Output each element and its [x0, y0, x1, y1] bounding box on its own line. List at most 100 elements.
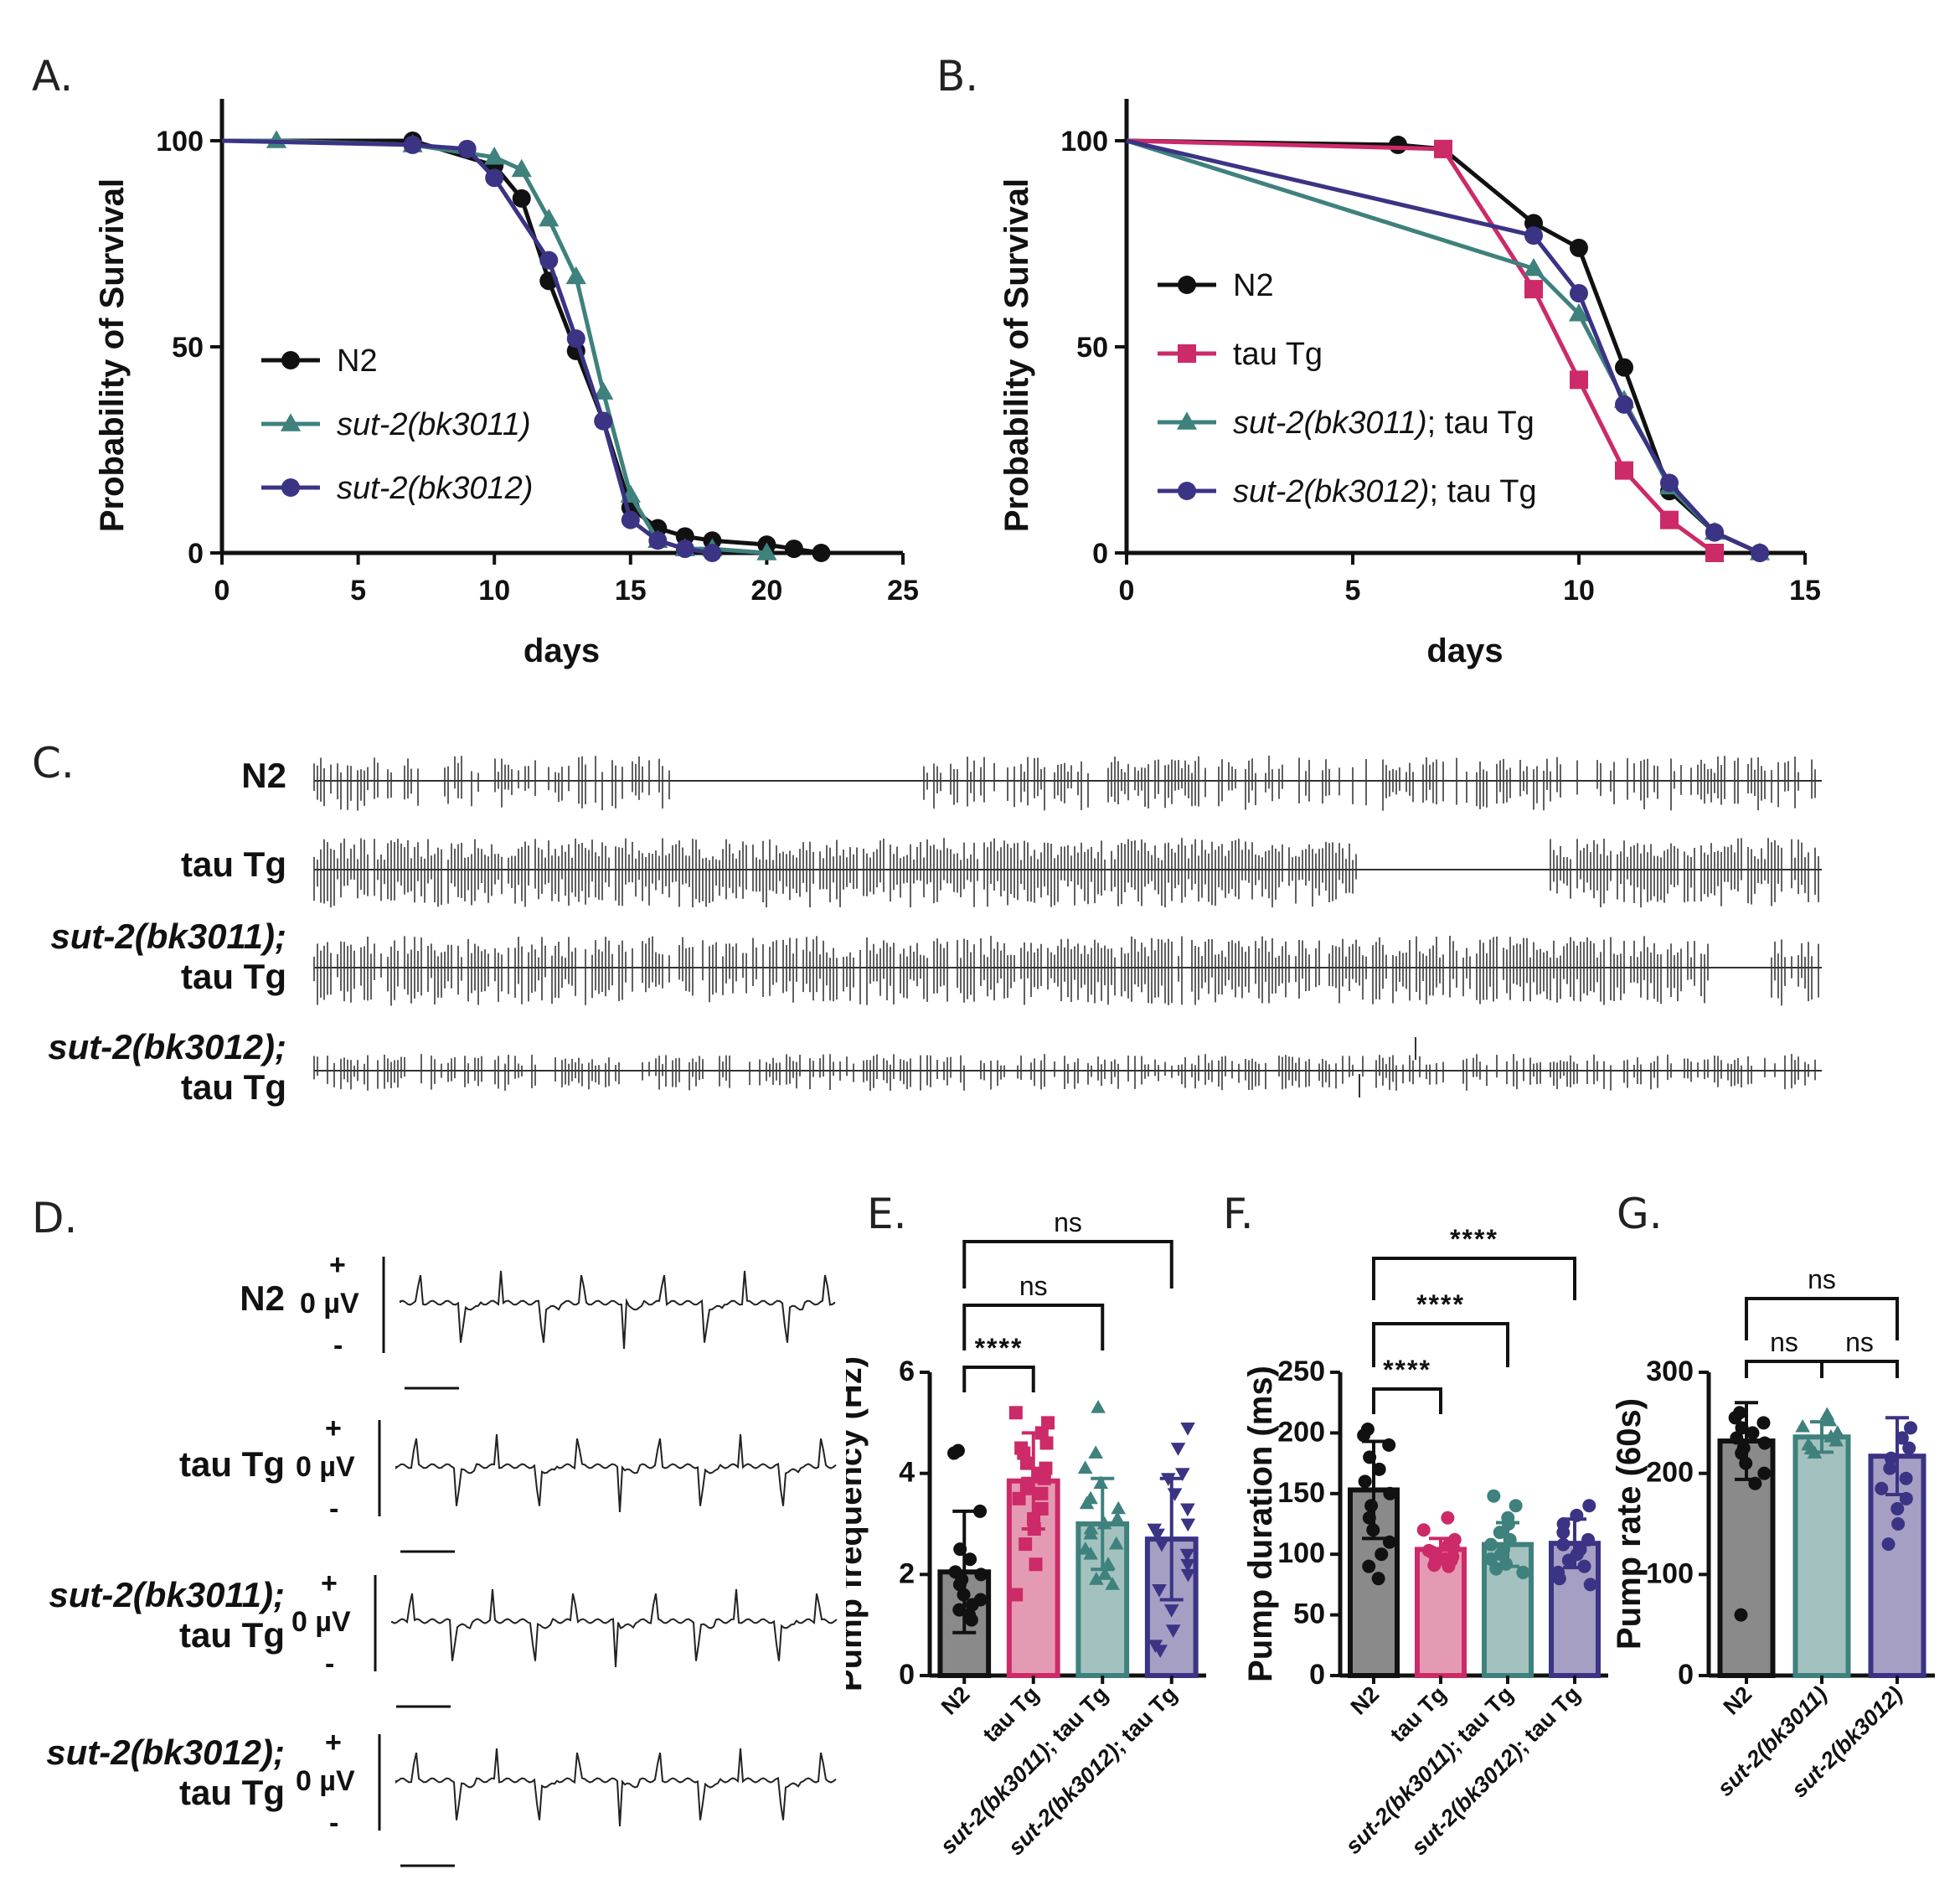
data-point	[1019, 1456, 1034, 1470]
data-point	[1027, 1522, 1041, 1536]
x-tick-label: 25	[887, 575, 919, 607]
data-point	[1875, 1481, 1889, 1495]
data-point	[965, 1598, 979, 1612]
scale-minus: -	[329, 1493, 338, 1525]
data-point	[1180, 1422, 1195, 1436]
data-point	[1660, 473, 1679, 493]
data-point	[1362, 1511, 1376, 1525]
x-tick-label: 20	[750, 575, 782, 607]
trace-d-label-bk3011: sut-2(bk3011); tau Tg	[49, 1575, 285, 1655]
data-point	[1756, 1416, 1771, 1430]
panel-label-c: C.	[32, 739, 75, 788]
y-axis-label: Probability of Survival	[998, 178, 1035, 532]
data-point	[703, 544, 722, 562]
data-point	[1029, 1557, 1043, 1572]
y-tick-label: 200	[1646, 1457, 1694, 1489]
scale-plus: +	[325, 1412, 342, 1444]
data-point	[1097, 1567, 1112, 1580]
panel-label-g: G.	[1617, 1190, 1663, 1238]
data-point	[1153, 1645, 1168, 1659]
trace-c-label-bk3012: sut-2(bk3012); tau Tg	[48, 1027, 286, 1108]
trace-d-label-n2: N2	[240, 1278, 285, 1318]
data-point	[1416, 1523, 1431, 1537]
data-point	[1039, 1436, 1054, 1450]
data-point	[1442, 1559, 1456, 1573]
data-point	[1883, 1461, 1897, 1475]
trace-spikes-2	[313, 936, 1819, 1006]
significance-bracket	[962, 1240, 1173, 1289]
y-tick-label: 6	[899, 1356, 915, 1387]
ecg-trace-1	[395, 1433, 837, 1513]
data-point	[1037, 1471, 1051, 1485]
survival-chart-a: 0 5 10 15 20 25 0 50 100 days Probability of Survi…	[94, 99, 919, 669]
significance-label: ns	[1845, 1327, 1874, 1357]
significance-label: ns	[1019, 1271, 1048, 1301]
data-point	[1180, 1568, 1196, 1583]
y-tick-label: 0	[1678, 1659, 1694, 1691]
data-point	[1899, 1471, 1913, 1485]
x-tick-label: 10	[478, 575, 510, 607]
category-label: N2	[936, 1681, 975, 1720]
data-point	[812, 544, 831, 562]
data-point	[511, 158, 532, 178]
trace-panel-d: N2 tau Tg sut-2(bk3011); tau Tg sut-2(bk3…	[0, 1223, 854, 1885]
data-point	[1167, 1488, 1183, 1501]
legend-marker	[1176, 411, 1198, 430]
data-point	[403, 135, 422, 154]
data-point	[1570, 370, 1588, 390]
bar	[1415, 1547, 1467, 1678]
trace-c-label-tau: tau Tg	[181, 844, 286, 884]
data-point	[964, 1613, 978, 1627]
data-point	[1147, 1523, 1163, 1537]
data-point	[974, 1567, 988, 1582]
legend-label: N2	[1233, 268, 1274, 303]
data-point	[1735, 1421, 1749, 1435]
data-point	[1358, 1474, 1372, 1489]
data-point	[1493, 1526, 1507, 1540]
data-point	[457, 139, 477, 158]
data-point	[675, 540, 694, 559]
data-point	[566, 329, 585, 349]
scale-minus: -	[325, 1648, 334, 1680]
data-point	[1746, 1426, 1760, 1440]
data-point	[1110, 1511, 1125, 1525]
data-point	[1362, 1559, 1376, 1573]
trace-d-label-tau: tau Tg	[179, 1444, 285, 1484]
scale-zero: 0 µV	[291, 1606, 351, 1638]
significance-label: ns	[1770, 1327, 1798, 1357]
data-point	[594, 411, 613, 431]
legend-label: sut-2(bk3011); tau Tg	[1233, 405, 1534, 441]
data-point	[1180, 1558, 1195, 1573]
data-point	[1489, 1562, 1504, 1576]
data-point	[1382, 1535, 1396, 1549]
y-axis-label: Pump frequency (Hz)	[846, 1356, 869, 1691]
data-point	[1077, 1541, 1093, 1555]
data-point	[1175, 1468, 1190, 1481]
x-tick-label: 0	[1119, 575, 1135, 607]
scale-minus: -	[329, 1807, 338, 1839]
data-point	[1577, 1559, 1591, 1573]
panel-label-f: F.	[1223, 1190, 1254, 1238]
data-point	[1828, 1433, 1844, 1447]
data-point	[1757, 1436, 1772, 1450]
data-point	[1757, 1466, 1772, 1480]
data-point	[1160, 1473, 1176, 1486]
data-point	[1516, 1565, 1530, 1579]
data-point	[1009, 1588, 1024, 1602]
data-point	[1105, 1577, 1120, 1590]
scale-plus: +	[325, 1727, 342, 1758]
legend-marker	[280, 413, 302, 431]
data-point	[1441, 1511, 1455, 1525]
x-axis-label: days	[1426, 633, 1503, 669]
panel-label-b: B.	[936, 52, 979, 101]
y-axis-label: Pump rate (60s)	[1611, 1398, 1648, 1650]
data-point	[1371, 1572, 1385, 1586]
y-tick-label: 0	[1092, 538, 1108, 570]
data-point	[593, 381, 614, 400]
data-point	[1383, 1486, 1397, 1500]
data-point	[1524, 280, 1543, 299]
data-point	[1705, 544, 1724, 562]
data-point	[1372, 1462, 1386, 1476]
significance-bracket	[1820, 1360, 1899, 1378]
